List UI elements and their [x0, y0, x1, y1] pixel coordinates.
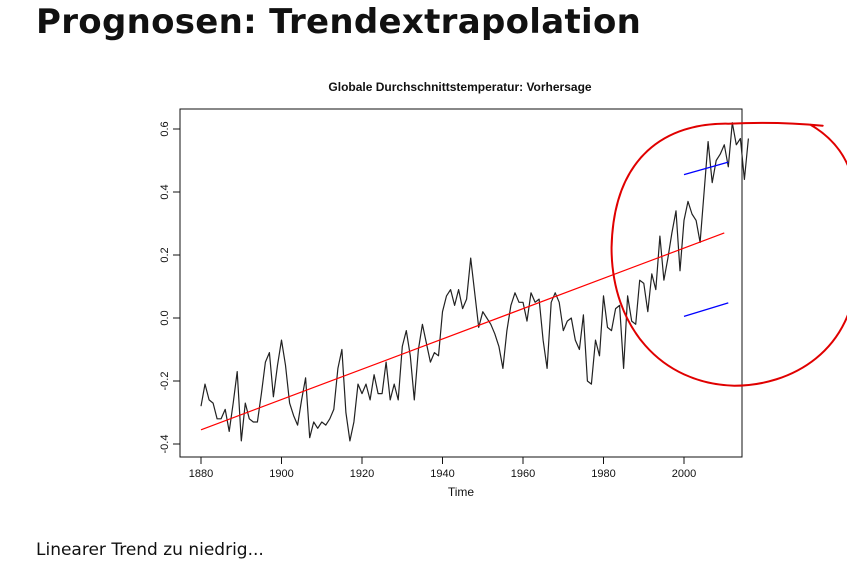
- y-tick-label: -0.2: [159, 372, 171, 391]
- x-tick-label: 1920: [350, 468, 374, 480]
- x-axis: 1880 1900 1920 1940 1960 1980 2000: [189, 456, 696, 480]
- y-tick-label: 0.0: [159, 310, 171, 325]
- x-axis-label: Time: [448, 485, 475, 499]
- temperature-series-line: [200, 122, 749, 442]
- y-tick-label: -0.4: [159, 435, 171, 454]
- y-axis: -0.4 -0.2 0.0 0.2 0.4 0.6: [159, 121, 181, 454]
- annotation-layer: [610, 121, 847, 387]
- annotation-circle: [610, 121, 847, 387]
- x-tick-label: 1960: [511, 468, 535, 480]
- series-layer: [200, 122, 749, 442]
- x-tick-label: 2000: [672, 468, 696, 480]
- y-tick-label: 0.4: [159, 184, 171, 199]
- plot-frame: [179, 108, 743, 458]
- x-tick-label: 1980: [591, 468, 615, 480]
- upper-band-line: [683, 161, 729, 176]
- x-tick-label: 1880: [189, 468, 213, 480]
- y-tick-label: 0.2: [159, 247, 171, 262]
- slide-title: Prognosen: Trendextrapolation: [36, 2, 642, 42]
- footer-text: Linearer Trend zu niedrig...: [36, 540, 264, 560]
- y-tick-label: 0.6: [159, 121, 171, 136]
- x-tick-label: 1900: [269, 468, 293, 480]
- trend-series-line: [200, 232, 725, 431]
- chart-title: Globale Durchschnittstemperatur: Vorhers…: [328, 80, 592, 94]
- x-tick-label: 1940: [430, 468, 454, 480]
- lower-band-line: [683, 302, 729, 318]
